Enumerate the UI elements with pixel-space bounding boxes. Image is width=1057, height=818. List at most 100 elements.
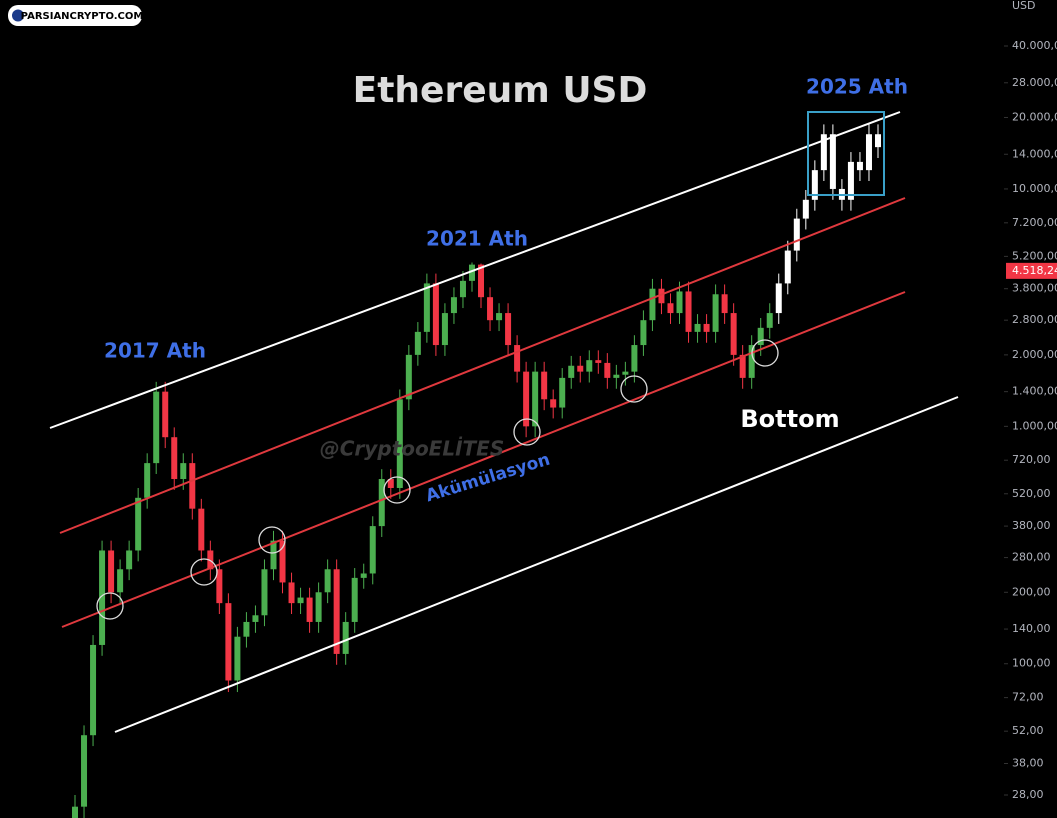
candle-body: [387, 479, 394, 488]
y-tick-label: 1.000,00: [1012, 419, 1057, 432]
candle-body: [450, 297, 457, 314]
candle-body: [162, 391, 169, 438]
candle-body: [117, 569, 124, 593]
candle-body: [396, 399, 403, 488]
candle-body: [108, 550, 115, 593]
candle-body: [586, 360, 593, 372]
candle-body: [559, 377, 566, 408]
circle: [190, 558, 218, 586]
candles: [72, 124, 881, 818]
candle-body: [441, 313, 448, 346]
candle-body: [225, 603, 232, 681]
candle-body: [72, 806, 78, 818]
circle: [620, 375, 648, 403]
candle-body: [739, 354, 746, 378]
candle-body: [81, 735, 88, 807]
candle-body: [487, 297, 494, 321]
candle-body: [613, 374, 620, 378]
candle-body: [90, 644, 97, 736]
candle-body: [748, 345, 755, 378]
candle-body: [351, 577, 358, 622]
candle-body: [261, 569, 268, 616]
candle-body: [730, 313, 737, 355]
candle-body: [423, 283, 430, 332]
candle-body: [360, 573, 367, 578]
y-tick-label: 14.000,00: [1012, 147, 1057, 160]
candle-body: [378, 479, 385, 527]
candle-body: [279, 540, 286, 583]
site-badge: [8, 5, 142, 26]
candle-body: [658, 288, 665, 304]
y-tick-label: 200,00: [1012, 585, 1051, 598]
y-tick-label: 100,00: [1012, 657, 1051, 670]
candle-body: [288, 582, 295, 604]
candle-body: [811, 170, 818, 200]
candle-body: [793, 218, 800, 251]
candle-body: [505, 313, 512, 346]
y-tick-label: 140,00: [1012, 622, 1051, 635]
candle-body: [640, 320, 647, 346]
candle-body: [432, 283, 439, 346]
candle-body: [324, 569, 331, 593]
y-tick-label: 3.800,00: [1012, 282, 1057, 295]
candle-body: [126, 550, 133, 570]
candle-body: [153, 391, 160, 464]
y-tick-label: 20.000,00: [1012, 110, 1057, 123]
annotation: Bottom: [740, 405, 839, 433]
y-tick-label: 28.000,00: [1012, 76, 1057, 89]
annotation: 2021 Ath: [426, 227, 528, 251]
candle-body: [270, 540, 277, 570]
candle-body: [523, 371, 530, 427]
candle-body: [315, 592, 322, 622]
candle-body: [631, 345, 638, 372]
candle-body: [604, 362, 611, 378]
candle-body: [649, 288, 656, 321]
candle-body: [541, 371, 548, 400]
y-tick-label: 720,00: [1012, 453, 1051, 466]
chart-title: Ethereum USD: [353, 70, 648, 111]
y-tick-label: 72,00: [1012, 691, 1044, 704]
candle-body: [775, 283, 782, 314]
candle-body: [414, 331, 421, 355]
candle-body: [198, 508, 205, 551]
site-logo: [12, 9, 24, 22]
channel-mid-upper: [59, 197, 906, 534]
candle-body: [685, 291, 692, 332]
candle-body: [865, 134, 872, 171]
circle: [383, 476, 411, 504]
candle-body: [135, 497, 142, 551]
candle-body: [595, 360, 602, 363]
channel-mid-lower: [61, 291, 906, 628]
price-tag-label: 4.518,24: [1012, 264, 1057, 277]
y-tick-label: 1.400,00: [1012, 385, 1057, 398]
candle-body: [234, 636, 241, 681]
channel-bottom: [114, 396, 959, 733]
candle-body: [802, 199, 809, 219]
highlight-box: [807, 111, 885, 196]
y-tick-label: 520,00: [1012, 487, 1051, 500]
candle-body: [180, 463, 187, 480]
candle-body: [757, 327, 764, 346]
candle-body: [207, 550, 214, 570]
circle: [751, 339, 779, 367]
y-tick-label: 52,00: [1012, 724, 1044, 737]
axis-unit: USD: [1012, 0, 1036, 12]
candle-body: [577, 365, 584, 372]
candle-body: [144, 463, 151, 498]
candle-body: [514, 345, 521, 372]
y-tick-label: 2.000,00: [1012, 348, 1057, 361]
y-tick-label: 40.000,00: [1012, 39, 1057, 52]
candle-body: [342, 621, 349, 654]
y-tick-label: 28,00: [1012, 788, 1044, 801]
y-tick-label: 2.800,00: [1012, 313, 1057, 326]
y-tick-label: 7.200,00: [1012, 216, 1057, 229]
candle-body: [252, 615, 259, 622]
candle-body: [784, 250, 791, 284]
candle-body: [694, 323, 701, 332]
candle-body: [667, 303, 674, 314]
candle-body: [216, 569, 223, 604]
candle-body: [333, 569, 340, 654]
candle-body: [721, 294, 728, 314]
touch-circles: [96, 339, 779, 620]
